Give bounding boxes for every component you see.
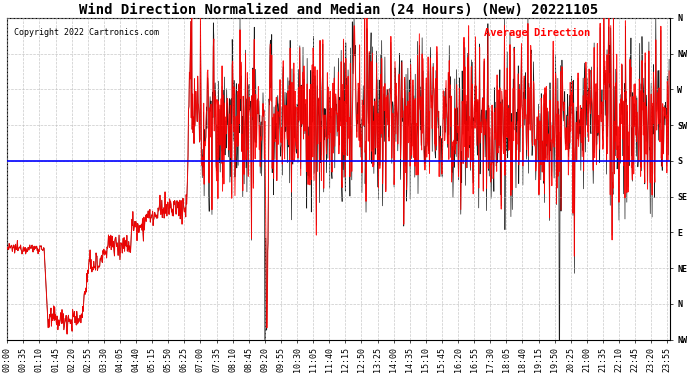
Text: Copyright 2022 Cartronics.com: Copyright 2022 Cartronics.com — [14, 28, 159, 37]
Text: Average Direction: Average Direction — [484, 28, 591, 38]
Title: Wind Direction Normalized and Median (24 Hours) (New) 20221105: Wind Direction Normalized and Median (24… — [79, 3, 598, 17]
